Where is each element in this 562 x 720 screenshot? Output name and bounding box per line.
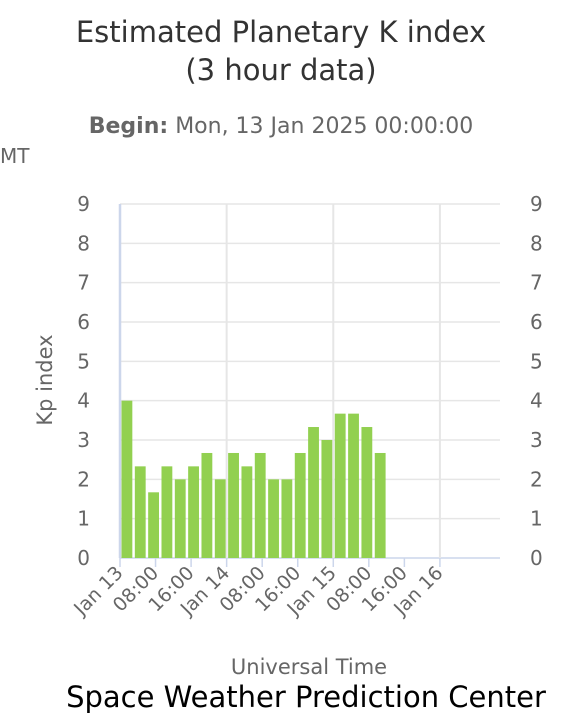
begin-label: Begin: <box>89 114 168 139</box>
y-tick-label-left: 5 <box>77 349 90 373</box>
kp-bar <box>268 479 279 558</box>
y-tick-label-left: 2 <box>77 467 90 491</box>
chart-title-line1: Estimated Planetary K index <box>0 14 562 50</box>
kp-bar <box>228 453 239 558</box>
kp-bar <box>215 479 226 558</box>
kp-bar <box>281 479 292 558</box>
kp-bar <box>161 466 172 558</box>
x-axis-title: Universal Time <box>0 655 562 679</box>
y-axis-title: Kp index <box>33 334 57 425</box>
y-tick-label-left: 4 <box>77 389 90 413</box>
y-tick-label-right: 1 <box>530 507 543 531</box>
chart-title-line2: (3 hour data) <box>0 52 562 88</box>
kp-bar <box>295 453 306 558</box>
y-tick-label-right: 7 <box>530 271 543 295</box>
kp-bar <box>135 466 146 558</box>
y-tick-label-left: 8 <box>77 231 90 255</box>
kp-bar <box>188 466 199 558</box>
begin-time: Begin: Mon, 13 Jan 2025 00:00:00 <box>0 114 562 139</box>
kp-bar <box>241 466 252 558</box>
y-tick-label-right: 6 <box>530 310 543 334</box>
kp-bar <box>175 479 186 558</box>
kp-bar <box>308 427 319 558</box>
y-tick-label-right: 2 <box>530 467 543 491</box>
kp-bar <box>348 414 359 558</box>
y-tick-label-left: 3 <box>77 428 90 452</box>
y-tick-label-right: 0 <box>530 546 543 570</box>
kp-bar <box>148 492 159 558</box>
cutoff-label: MT <box>0 144 29 168</box>
y-tick-label-left: 7 <box>77 271 90 295</box>
y-tick-label-right: 3 <box>530 428 543 452</box>
kp-bar <box>335 414 346 558</box>
y-tick-label-right: 5 <box>530 349 543 373</box>
y-tick-label-right: 4 <box>530 389 543 413</box>
kp-bar <box>122 401 133 558</box>
y-tick-label-left: 1 <box>77 507 90 531</box>
kp-bar <box>255 453 266 558</box>
credit-text: Space Weather Prediction Center <box>0 680 562 714</box>
y-tick-label-right: 9 <box>530 192 543 216</box>
y-tick-label-left: 9 <box>77 192 90 216</box>
y-tick-label-left: 0 <box>77 546 90 570</box>
kp-bar <box>361 427 372 558</box>
kp-bar <box>321 440 332 558</box>
kp-bar <box>201 453 212 558</box>
y-tick-label-left: 6 <box>77 310 90 334</box>
kp-bar <box>375 453 386 558</box>
begin-value: Mon, 13 Jan 2025 00:00:00 <box>175 114 473 139</box>
y-tick-label-right: 8 <box>530 231 543 255</box>
